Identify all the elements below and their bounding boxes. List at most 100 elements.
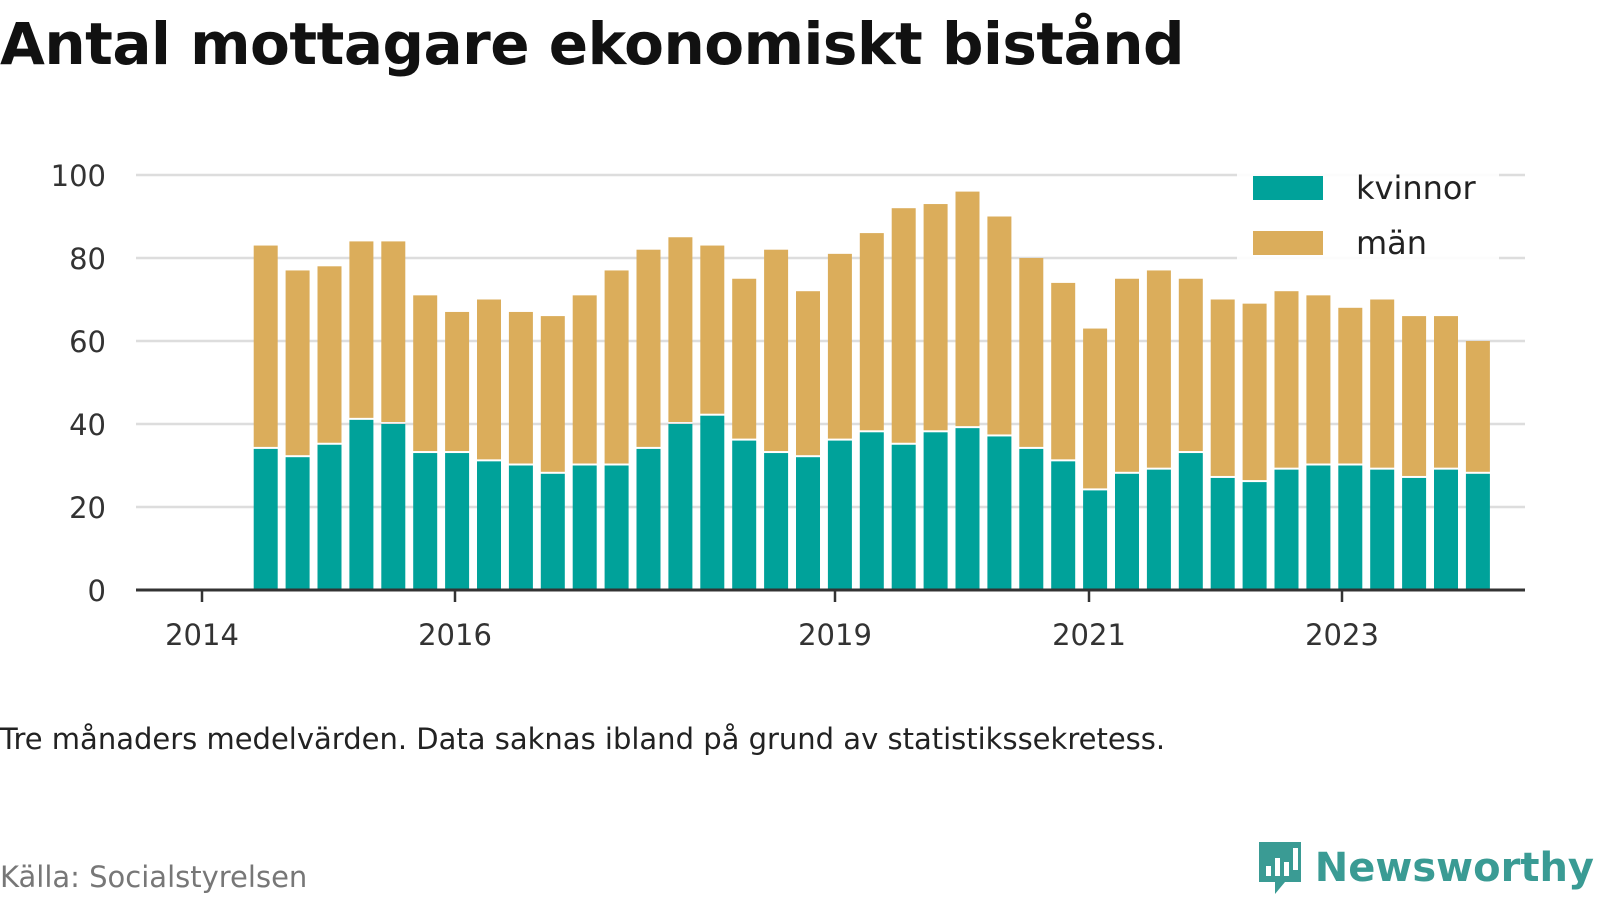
legend-swatch	[1253, 231, 1323, 255]
bar-man	[732, 278, 757, 439]
bar-man	[1434, 316, 1458, 468]
bar-kvinnor	[636, 448, 661, 590]
x-tick-label: 2021	[1052, 618, 1126, 652]
bar-kvinnor	[1051, 461, 1076, 590]
bar-man	[1115, 278, 1139, 472]
bar-kvinnor	[413, 453, 438, 590]
bar-kvinnor	[1242, 482, 1267, 590]
x-tick-label: 2016	[418, 618, 492, 652]
y-axis: 0 20 40 60 80 100	[51, 159, 106, 608]
bar-man	[1019, 258, 1044, 447]
bar-kvinnor	[604, 465, 629, 590]
bar-kvinnor	[891, 444, 916, 590]
bar-man	[253, 245, 278, 447]
bar-kvinnor	[285, 457, 310, 590]
bar-kvinnor	[700, 415, 725, 590]
bar-kvinnor	[955, 428, 980, 590]
legend-swatch	[1253, 176, 1323, 200]
bar-kvinnor	[477, 461, 501, 590]
brand-logo: Newsworthy	[1255, 838, 1594, 898]
x-axis: 2014 2016 2019 2021 2023	[136, 588, 1525, 652]
bar-man	[827, 253, 852, 439]
bar-kvinnor	[1210, 477, 1235, 590]
bar-kvinnor	[668, 424, 693, 590]
bar-kvinnor	[1115, 473, 1139, 590]
bar-man	[955, 191, 980, 427]
y-tick-label: 80	[69, 242, 106, 276]
x-tick-label: 2014	[165, 618, 239, 652]
legend-label: män	[1356, 224, 1427, 262]
y-tick-label: 20	[69, 491, 106, 525]
bar-man	[445, 311, 470, 452]
bar-kvinnor	[1083, 490, 1108, 590]
x-tick-label: 2023	[1305, 618, 1379, 652]
bar-man	[1210, 299, 1235, 476]
bar-kvinnor	[827, 440, 852, 590]
bar-man	[987, 216, 1012, 435]
source-label: Källa: Socialstyrelsen	[0, 860, 308, 894]
bar-man	[1274, 291, 1299, 468]
bar-man	[700, 245, 725, 414]
bar-man	[349, 241, 374, 418]
bar-kvinnor	[1178, 453, 1203, 590]
bar-kvinnor	[796, 457, 820, 590]
bar-kvinnor	[508, 465, 533, 590]
bar-kvinnor	[1370, 469, 1395, 590]
bar-man	[285, 270, 310, 456]
chart-title: Antal mottagare ekonomiskt bistånd	[0, 10, 1185, 78]
bar-kvinnor	[1338, 465, 1363, 590]
bar-man	[477, 299, 501, 460]
y-tick-label: 100	[51, 159, 106, 193]
bar-man	[1370, 299, 1395, 468]
x-tick-label: 2019	[798, 618, 872, 652]
bar-kvinnor	[253, 448, 278, 590]
bar-man	[381, 241, 406, 422]
bar-man	[572, 295, 597, 464]
bar-man	[1242, 303, 1267, 481]
y-tick-label: 0	[88, 574, 106, 608]
bar-man	[1051, 282, 1076, 460]
bar-kvinnor	[732, 440, 757, 590]
bar-kvinnor	[1306, 465, 1331, 590]
bar-kvinnor	[1402, 477, 1427, 590]
bar-man	[540, 316, 565, 472]
stacked-bar-chart: 0 20 40 60 80 100 2014 2016 2019 2021 2023 kvinno…	[51, 159, 1525, 652]
bar-man	[1178, 278, 1203, 452]
bars	[253, 191, 1490, 590]
chart-bubble-icon	[1258, 842, 1301, 894]
bar-man	[1083, 328, 1108, 489]
bar-kvinnor	[445, 453, 470, 590]
bar-kvinnor	[381, 424, 406, 590]
bar-kvinnor	[987, 436, 1012, 590]
bar-man	[413, 295, 438, 452]
bar-man	[796, 291, 820, 456]
y-tick-label: 40	[69, 408, 106, 442]
bar-kvinnor	[1146, 469, 1171, 590]
bar-man	[1306, 295, 1331, 464]
bar-man	[1146, 270, 1171, 468]
bar-kvinnor	[1434, 469, 1458, 590]
bar-kvinnor	[923, 432, 948, 590]
bar-man	[891, 208, 916, 443]
bar-man	[1338, 307, 1363, 464]
bar-man	[764, 249, 789, 452]
bar-kvinnor	[859, 432, 884, 590]
bar-man	[636, 249, 661, 447]
legend-label: kvinnor	[1356, 169, 1477, 207]
bar-kvinnor	[764, 453, 789, 590]
bar-man	[859, 233, 884, 431]
bar-kvinnor	[349, 419, 374, 590]
bar-man	[923, 204, 948, 431]
bar-man	[508, 311, 533, 464]
bar-man	[604, 270, 629, 464]
bar-kvinnor	[1019, 448, 1044, 590]
bar-man	[1402, 316, 1427, 476]
bar-kvinnor	[317, 444, 342, 590]
legend: kvinnor män	[1237, 168, 1499, 276]
chart-note: Tre månaders medelvärden. Data saknas ib…	[0, 722, 1166, 756]
bar-man	[1465, 341, 1490, 472]
bar-kvinnor	[1274, 469, 1299, 590]
brand-name: Newsworthy	[1314, 845, 1594, 891]
bar-man	[668, 237, 693, 422]
bar-kvinnor	[1465, 473, 1490, 590]
